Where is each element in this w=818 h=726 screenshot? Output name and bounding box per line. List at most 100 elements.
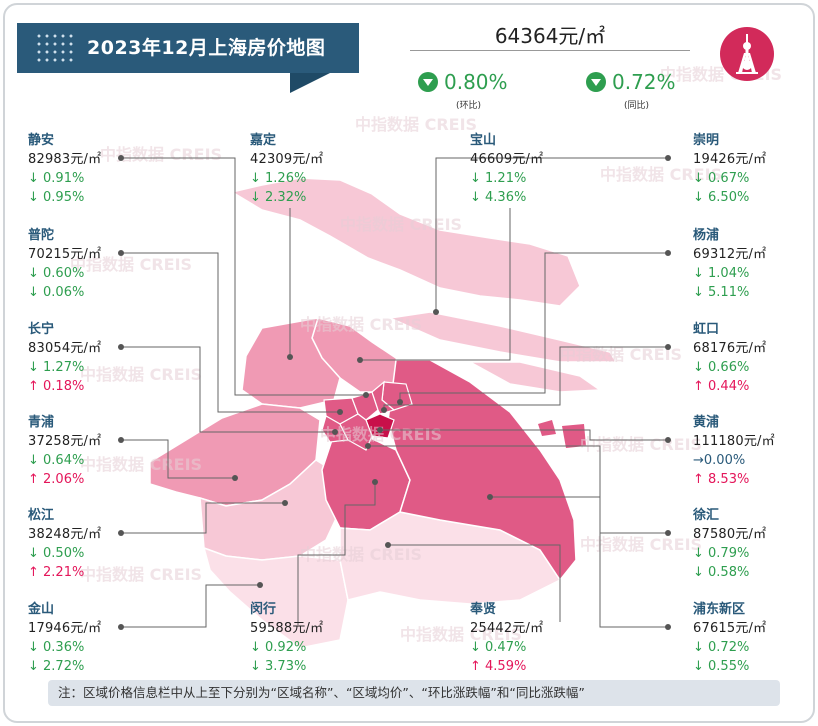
district-price: 83054元/㎡ (28, 341, 102, 356)
map-jinshan (202, 546, 349, 649)
svg-text:中指数据 CREIS: 中指数据 CREIS (100, 145, 222, 164)
district-name: 嘉定 (250, 133, 277, 148)
district-mom: ↓ 0.60% (28, 266, 85, 281)
district-name: 静安 (28, 133, 55, 148)
svg-text:中指数据 CREIS: 中指数据 CREIS (80, 455, 202, 474)
district-yoy: ↓ 5.11% (693, 285, 750, 300)
district-block: 浦东新区 67615元/㎡ ↓ 0.72% ↓ 0.55% (693, 600, 766, 676)
district-name: 崇明 (693, 133, 720, 148)
district-yoy: ↑ 2.21% (28, 565, 85, 580)
district-block: 金山 17946元/㎡ ↓ 0.36% ↓ 2.72% (28, 600, 101, 676)
district-mom: →0.00% (693, 453, 746, 468)
district-block: 宝山 46609元/㎡ ↓ 1.21% ↓ 4.36% (470, 131, 543, 207)
district-mom: ↓ 0.79% (693, 546, 750, 561)
district-yoy: ↓ 2.72% (28, 659, 85, 674)
district-name: 浦东新区 (693, 602, 746, 617)
district-price: 59588元/㎡ (250, 621, 324, 636)
svg-text:中指数据 CREIS: 中指数据 CREIS (580, 435, 702, 454)
dots-decoration-icon (35, 32, 75, 64)
leader-dots (118, 155, 671, 630)
district-block: 松江 38248元/㎡ ↓ 0.50% ↑ 2.21% (28, 506, 101, 582)
district-price: 25442元/㎡ (470, 621, 544, 636)
district-yoy: ↓ 0.55% (693, 659, 750, 674)
district-mom: ↓ 1.04% (693, 266, 750, 281)
overall-mom: 0.80% (418, 70, 508, 94)
district-block: 虹口 68176元/㎡ ↓ 0.66% ↑ 0.44% (693, 320, 766, 396)
overall-yoy: 0.72% (586, 70, 676, 94)
district-price: 67615元/㎡ (693, 621, 767, 636)
overall-mom-label: (环比) (456, 101, 482, 111)
district-mom: ↓ 1.21% (470, 171, 527, 186)
overall-price: 64364元/㎡ (494, 24, 606, 48)
svg-text:中指数据 CREIS: 中指数据 CREIS (70, 255, 192, 274)
district-mom: ↓ 1.27% (28, 360, 85, 375)
banner-notch (290, 73, 330, 93)
district-mom: ↓ 0.36% (28, 640, 85, 655)
district-name: 长宁 (28, 322, 55, 337)
district-yoy: ↑ 4.59% (470, 659, 527, 674)
svg-text:中指数据 CREIS: 中指数据 CREIS (600, 165, 722, 184)
district-block: 杨浦 69312元/㎡ ↓ 1.04% ↓ 5.11% (693, 226, 766, 302)
district-yoy: ↑ 8.53% (693, 472, 750, 487)
district-yoy: ↑ 2.06% (28, 472, 85, 487)
svg-text:中指数据 CREIS: 中指数据 CREIS (560, 345, 682, 364)
map-pudong (387, 359, 577, 582)
district-block: 徐汇 87580元/㎡ ↓ 0.79% ↓ 0.58% (693, 506, 766, 582)
district-block: 黄浦 111180元/㎡ →0.00% ↑ 8.53% (693, 413, 775, 489)
district-block: 静安 82983元/㎡ ↓ 0.91% ↓ 0.95% (28, 131, 101, 207)
chart-title: 2023年12月上海房价地图 (87, 37, 326, 59)
district-mom: ↓ 0.72% (693, 640, 750, 655)
district-name: 金山 (28, 602, 55, 617)
district-name: 徐汇 (693, 508, 720, 523)
district-name: 宝山 (470, 133, 497, 148)
overall-divider (410, 50, 690, 51)
district-price: 42309元/㎡ (250, 152, 324, 167)
district-block: 奉贤 25442元/㎡ ↓ 0.47% ↑ 4.59% (470, 600, 543, 676)
svg-text:中指数据 CREIS: 中指数据 CREIS (300, 545, 422, 564)
district-name: 松江 (28, 508, 55, 523)
district-yoy: ↑ 0.18% (28, 379, 85, 394)
district-price: 111180元/㎡ (693, 434, 775, 449)
svg-text:中指数据 CREIS: 中指数据 CREIS (340, 215, 462, 234)
district-name: 奉贤 (470, 602, 497, 617)
district-block: 嘉定 42309元/㎡ ↓ 1.26% ↓ 2.32% (250, 131, 323, 207)
district-price: 82983元/㎡ (28, 152, 102, 167)
district-yoy: ↑ 0.44% (693, 379, 750, 394)
district-name: 杨浦 (693, 228, 720, 243)
district-block: 崇明 19426元/㎡ ↓ 0.67% ↓ 6.50% (693, 131, 766, 207)
district-name: 青浦 (28, 415, 55, 430)
svg-text:中指数据 CREIS: 中指数据 CREIS (80, 565, 202, 584)
district-yoy: ↓ 6.50% (693, 190, 750, 205)
district-price: 38248元/㎡ (28, 527, 102, 542)
district-price: 19426元/㎡ (693, 152, 767, 167)
district-yoy: ↓ 0.06% (28, 285, 85, 300)
district-block: 普陀 70215元/㎡ ↓ 0.60% ↓ 0.06% (28, 226, 101, 302)
overall-yoy-label: (同比) (624, 101, 650, 111)
district-price: 37258元/㎡ (28, 434, 102, 449)
district-price: 70215元/㎡ (28, 247, 102, 262)
district-mom: ↓ 0.67% (693, 171, 750, 186)
district-mom: ↓ 0.91% (28, 171, 85, 186)
district-mom: ↓ 0.92% (250, 640, 307, 655)
district-block: 闵行 59588元/㎡ ↓ 0.92% ↓ 3.73% (250, 600, 323, 676)
district-price: 69312元/㎡ (693, 247, 767, 262)
title-banner: 2023年12月上海房价地图 (17, 23, 359, 73)
svg-text:中指数据 CREIS: 中指数据 CREIS (400, 625, 522, 644)
oriental-pearl-tower-icon (720, 27, 774, 81)
map-islet-a (538, 420, 556, 436)
district-block: 青浦 37258元/㎡ ↓ 0.64% ↑ 2.06% (28, 413, 101, 489)
district-price: 46609元/㎡ (470, 152, 544, 167)
district-mom: ↓ 0.66% (693, 360, 750, 375)
map-chongming (230, 177, 581, 307)
district-yoy: ↓ 4.36% (470, 190, 527, 205)
map-jingan (351, 391, 379, 421)
district-price: 17946元/㎡ (28, 621, 102, 636)
svg-text:中指数据 CREIS: 中指数据 CREIS (80, 365, 202, 384)
district-mom: ↓ 1.26% (250, 171, 307, 186)
district-name: 黄浦 (693, 415, 720, 430)
map-hongkou (371, 380, 396, 415)
district-yoy: ↓ 0.95% (28, 190, 85, 205)
district-price: 68176元/㎡ (693, 341, 767, 356)
district-mom: ↓ 0.47% (470, 640, 527, 655)
